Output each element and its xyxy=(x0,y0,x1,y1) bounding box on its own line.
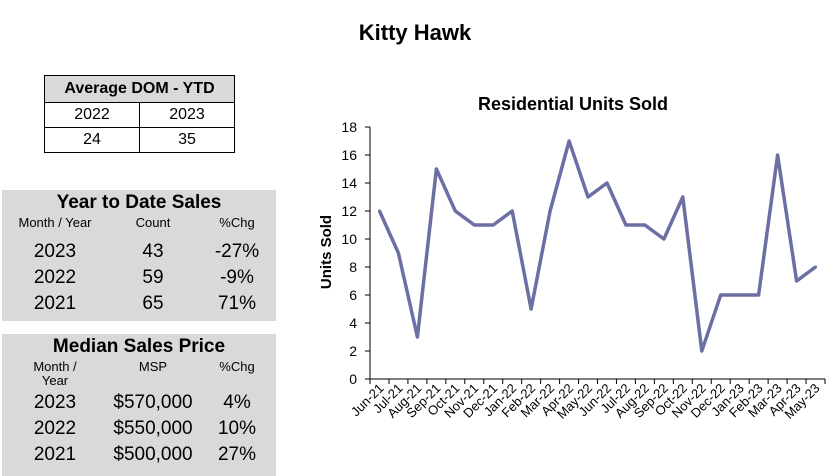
chg-cell: -9% xyxy=(220,267,254,288)
page-title: Kitty Hawk xyxy=(358,20,472,45)
median-row: 2022 $550,000 10% xyxy=(2,416,276,442)
col-header: %Chg xyxy=(219,215,255,230)
units-sold-line xyxy=(377,139,817,353)
data-point xyxy=(472,223,476,227)
y-ticks: 0 2 4 6 8 10 12 14 16 18 xyxy=(341,119,370,387)
data-point xyxy=(491,223,495,227)
dom-year-cell: 2023 xyxy=(139,102,235,128)
y-tick-label: 0 xyxy=(349,371,357,387)
data-point xyxy=(605,181,609,185)
chg-cell: 4% xyxy=(223,392,251,413)
dom-year-cell: 2022 xyxy=(44,102,140,128)
y-tick-label: 6 xyxy=(349,287,357,303)
data-point xyxy=(567,139,571,143)
axes xyxy=(369,127,825,380)
y-tick-label: 8 xyxy=(349,259,357,275)
data-point xyxy=(795,279,799,283)
data-point xyxy=(434,167,438,171)
series-layer xyxy=(377,139,818,353)
chg-cell: 27% xyxy=(217,444,257,465)
col-header-line: Month / xyxy=(33,359,77,374)
data-point xyxy=(719,293,723,297)
ytd-row: 2022 59 -9% xyxy=(2,265,276,291)
data-point xyxy=(700,349,704,353)
year-cell: 2022 xyxy=(33,418,77,439)
year-cell: 2021 xyxy=(33,444,77,465)
y-tick-label: 12 xyxy=(341,203,357,219)
col-header: MSP xyxy=(138,359,168,374)
ytd-sales-title: Year to Date Sales xyxy=(56,192,222,213)
ytd-row: 2021 65 71% xyxy=(2,291,276,317)
median-header-row: Month / Year MSP %Chg xyxy=(2,360,276,388)
data-point xyxy=(377,209,381,213)
avg-dom-table: Average DOM - YTD 2022 2023 24 35 xyxy=(44,75,235,153)
dom-value-cell: 35 xyxy=(139,127,235,153)
year-cell: 2023 xyxy=(33,392,77,413)
y-tick-label: 10 xyxy=(341,231,357,247)
y-tick-label: 2 xyxy=(349,343,357,359)
median-sales-panel: Median Sales Price Month / Year MSP %Chg… xyxy=(2,334,276,476)
col-header: Count xyxy=(135,215,171,230)
col-header: Month / Year xyxy=(2,360,108,388)
x-ticks: Jun-21Jul-21Aug-21Sep-21Oct-21Nov-21Dec-… xyxy=(348,379,826,422)
data-point xyxy=(586,195,590,199)
y-tick-label: 4 xyxy=(349,315,357,331)
count-cell: 43 xyxy=(142,241,164,262)
chg-cell: 71% xyxy=(217,293,257,314)
msp-cell: $550,000 xyxy=(113,418,193,439)
msp-cell: $570,000 xyxy=(113,392,193,413)
data-point xyxy=(776,153,780,157)
data-point xyxy=(510,209,514,213)
chg-cell: -27% xyxy=(214,241,260,262)
count-cell: 59 xyxy=(142,267,164,288)
data-point xyxy=(624,223,628,227)
avg-dom-title: Average DOM - YTD xyxy=(44,75,235,103)
data-point xyxy=(681,195,685,199)
col-header: Month / Year xyxy=(18,215,92,230)
col-header: %Chg xyxy=(219,359,255,374)
ytd-row: 2023 43 -27% xyxy=(2,239,276,265)
data-point xyxy=(415,335,419,339)
median-sales-title: Median Sales Price xyxy=(52,336,226,357)
data-point xyxy=(757,293,761,297)
year-cell: 2022 xyxy=(33,267,77,288)
data-point xyxy=(548,209,552,213)
data-point xyxy=(529,307,533,311)
year-cell: 2023 xyxy=(33,241,77,262)
col-header-line: Year xyxy=(41,373,69,388)
y-tick-label: 14 xyxy=(341,175,357,191)
y-axis-label: Units Sold xyxy=(318,215,335,289)
data-point xyxy=(453,209,457,213)
median-row: 2023 $570,000 4% xyxy=(2,390,276,416)
chg-cell: 10% xyxy=(217,418,257,439)
chart-title: Residential Units Sold xyxy=(478,94,668,114)
ytd-sales-panel: Year to Date Sales Month / Year Count %C… xyxy=(2,190,276,321)
y-tick-label: 16 xyxy=(341,147,357,163)
msp-cell: $500,000 xyxy=(113,444,193,465)
dom-value-cell: 24 xyxy=(44,127,140,153)
count-cell: 65 xyxy=(142,293,164,314)
y-tick-label: 18 xyxy=(341,119,357,135)
data-point xyxy=(738,293,742,297)
year-cell: 2021 xyxy=(33,293,77,314)
data-point xyxy=(662,237,666,241)
data-point xyxy=(814,265,818,269)
data-point xyxy=(643,223,647,227)
ytd-header-row: Month / Year Count %Chg xyxy=(2,216,276,230)
median-row: 2021 $500,000 27% xyxy=(2,442,276,468)
data-point xyxy=(396,251,400,255)
units-sold-chart: Residential Units Sold Units Sold 0 2 4 6 8 1… xyxy=(318,94,826,422)
